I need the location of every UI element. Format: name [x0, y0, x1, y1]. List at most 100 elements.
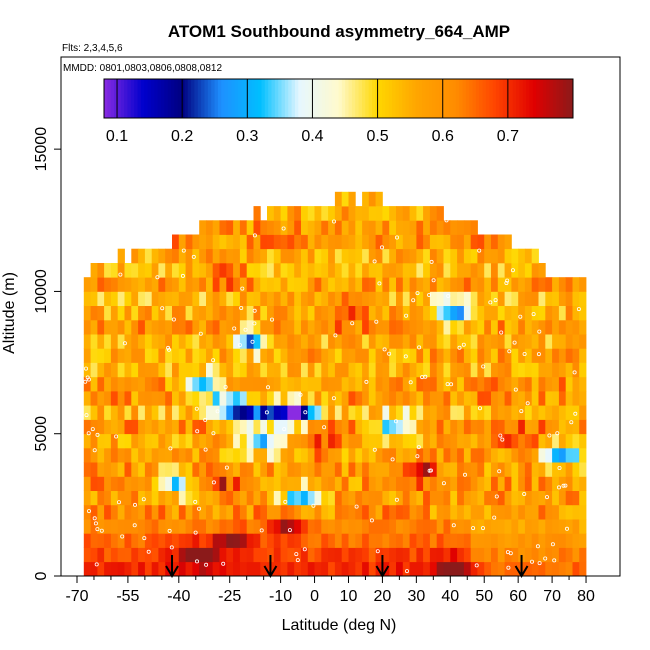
heatmap-cell — [450, 405, 458, 420]
heatmap-cell — [104, 462, 112, 477]
heatmap-cell — [219, 348, 227, 363]
colorbar-segment — [489, 79, 494, 118]
heatmap-cell — [389, 405, 397, 420]
heatmap-cell — [273, 561, 281, 577]
heatmap-cell — [348, 220, 356, 235]
heatmap-cell — [429, 533, 438, 548]
heatmap-cell — [321, 277, 329, 292]
heatmap-cell — [436, 462, 444, 477]
heatmap-cell — [470, 462, 478, 477]
heatmap-cell — [178, 319, 186, 335]
heatmap-cell — [409, 305, 417, 321]
heatmap-cell — [518, 490, 526, 506]
heatmap-cell — [429, 462, 438, 477]
colorbar-segment — [227, 79, 232, 118]
heatmap-cell — [301, 561, 309, 577]
heatmap-cell — [246, 391, 254, 406]
heatmap-cell — [334, 248, 343, 264]
heatmap-cell — [531, 447, 539, 463]
heatmap-cell — [491, 561, 499, 577]
heatmap-cell — [579, 419, 587, 435]
heatmap-cell — [172, 490, 180, 506]
colorbar-segment — [422, 79, 427, 118]
sample-point — [522, 351, 527, 356]
heatmap-cell — [280, 519, 288, 534]
heatmap-cell — [341, 405, 349, 420]
heatmap-cell — [165, 490, 173, 506]
heatmap-cell — [328, 206, 336, 221]
heatmap-cell — [504, 391, 512, 406]
heatmap-cell — [131, 419, 139, 435]
heatmap-cell — [206, 291, 214, 306]
heatmap-cell — [572, 504, 580, 520]
sample-point — [303, 410, 308, 415]
heatmap-cell — [409, 248, 417, 264]
heatmap-cell — [382, 547, 390, 563]
heatmap-cell — [117, 519, 125, 534]
heatmap-cell — [341, 433, 349, 449]
colorbar-segment — [124, 79, 128, 118]
heatmap-cell — [192, 362, 200, 378]
heatmap-cell — [273, 319, 281, 335]
heatmap-cell — [477, 291, 485, 306]
heatmap-cell — [531, 305, 539, 321]
heatmap-cell — [518, 362, 526, 378]
heatmap-cell — [348, 405, 356, 420]
heatmap-cell — [307, 504, 315, 520]
heatmap-cell — [253, 433, 261, 449]
heatmap-cell — [375, 248, 383, 264]
heatmap-cell — [375, 348, 383, 363]
heatmap-cell — [273, 462, 281, 477]
heatmap-cell — [260, 447, 268, 463]
heatmap-cell — [172, 277, 180, 292]
heatmap-cell — [572, 334, 580, 349]
heatmap-cell — [375, 519, 383, 534]
heatmap-cell — [368, 234, 376, 250]
heatmap-cell — [226, 348, 234, 363]
heatmap-cell — [124, 476, 132, 491]
heatmap-cell — [294, 447, 302, 463]
heatmap-cell — [144, 419, 153, 435]
heatmap-cell — [524, 334, 533, 349]
heatmap-cell — [402, 476, 410, 491]
heatmap-cell — [287, 305, 295, 321]
heatmap-cell — [273, 405, 281, 420]
heatmap-cell — [287, 248, 295, 264]
heatmap-cell — [165, 376, 173, 392]
heatmap-cell — [402, 291, 410, 306]
heatmap-cell — [531, 504, 539, 520]
heatmap-cell — [110, 490, 119, 506]
colorbar-segment — [526, 79, 530, 118]
heatmap-cell — [423, 419, 431, 435]
heatmap-cell — [375, 305, 383, 321]
sample-point — [499, 330, 504, 335]
heatmap-cell — [267, 504, 275, 520]
colorbar-segment — [298, 79, 303, 118]
heatmap-cell — [253, 220, 261, 235]
heatmap-cell — [83, 348, 91, 363]
heatmap-cell — [239, 490, 248, 506]
heatmap-cell — [83, 334, 91, 349]
heatmap-cell — [287, 519, 295, 534]
heatmap-cell — [552, 447, 560, 463]
sample-point — [531, 312, 536, 317]
heatmap-cell — [239, 391, 248, 406]
heatmap-cell — [287, 447, 295, 463]
heatmap-cell — [334, 234, 343, 250]
heatmap-cell — [348, 519, 356, 534]
heatmap-cell — [524, 391, 533, 406]
heatmap-cell — [260, 433, 268, 449]
heatmap-cell — [362, 319, 370, 335]
colorbar-segment — [241, 79, 246, 118]
sample-point — [536, 352, 541, 357]
heatmap-cell — [83, 533, 91, 548]
heatmap-cell — [178, 305, 186, 321]
heatmap-cell — [382, 490, 390, 506]
heatmap-cell — [443, 547, 451, 563]
y-tick-label: 0 — [33, 571, 50, 580]
heatmap-cell — [219, 334, 227, 349]
sample-point — [547, 433, 552, 438]
heatmap-cell — [212, 319, 220, 335]
heatmap-cell — [172, 234, 180, 250]
heatmap-cell — [239, 533, 248, 548]
